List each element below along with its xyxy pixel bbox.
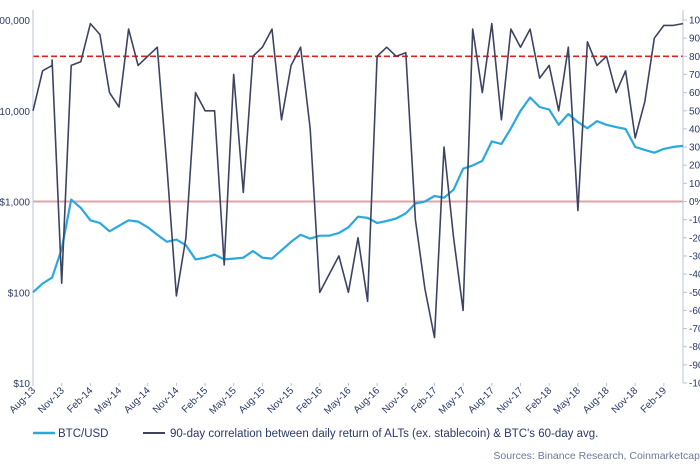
x-tick-label: Feb-19 [639, 385, 669, 415]
right-tick-label: 70% [689, 70, 700, 81]
axes [32, 10, 684, 383]
x-tick-label: Aug-15 [237, 385, 268, 416]
left-axis-ticks: $10 $100 $1,000 $10,000 $100,000 [0, 16, 30, 390]
right-tick-label: -10% [689, 215, 700, 226]
right-tick-label: 60% [689, 88, 700, 99]
x-tick-label: Aug-18 [581, 385, 612, 416]
right-tick-label: -70% [689, 324, 700, 335]
right-tick-label: 80% [689, 52, 700, 63]
x-tick-label: Feb-14 [65, 385, 95, 415]
series-layer [32, 22, 684, 339]
right-tick-label: 50% [689, 106, 700, 117]
btc-usd-line [32, 96, 684, 294]
right-tick-label: 40% [689, 124, 700, 135]
x-tick-label: Feb-18 [524, 385, 554, 415]
x-tick-label: Nov-17 [495, 385, 526, 416]
right-tick-label: -30% [689, 251, 700, 262]
right-tick-label: 90% [689, 34, 700, 45]
right-tick-label: -90% [689, 360, 700, 371]
left-tick-label: $100,000 [0, 16, 30, 27]
right-axis-ticks: 100% 90% 80% 70% 60% 50% 40% 30% 20% 10% 0% -10% -20… [683, 16, 700, 390]
x-tick-label: Aug-17 [466, 385, 497, 416]
left-tick-label: $1,000 [0, 198, 30, 209]
x-tick-label: May-15 [207, 385, 239, 417]
x-tick-label: May-16 [322, 385, 354, 417]
x-tick-label: Aug-16 [352, 385, 383, 416]
reference-lines [33, 55, 683, 203]
x-tick-label: May-17 [437, 385, 469, 417]
x-tick-label: Nov-13 [36, 385, 67, 416]
right-tick-label: 0% [689, 197, 700, 208]
legend-label-btc: BTC/USD [58, 428, 108, 440]
left-tick-label: $100 [8, 288, 31, 299]
right-tick-label: -40% [689, 270, 700, 281]
left-tick-label: $10,000 [0, 107, 30, 118]
x-tick-label: Aug-14 [122, 385, 153, 416]
x-tick-label: Feb-15 [180, 385, 210, 415]
x-tick-label: Nov-16 [380, 385, 411, 416]
right-tick-label: 100% [689, 16, 700, 27]
correlation-line [32, 22, 684, 339]
x-tick-label: Feb-16 [295, 385, 325, 415]
right-tick-label: -50% [689, 288, 700, 299]
legend-label-correlation: 90-day correlation between daily return … [170, 428, 598, 440]
x-tick-label: May-18 [552, 385, 584, 417]
right-tick-label: -80% [689, 342, 700, 353]
left-tick-label: $10 [13, 379, 30, 390]
right-tick-label: -60% [689, 306, 700, 317]
right-tick-label: 30% [689, 143, 700, 154]
right-tick-label: -20% [689, 233, 700, 244]
legend: BTC/USD 90-day correlation between daily… [33, 428, 598, 440]
x-tick-label: May-14 [93, 385, 125, 417]
right-tick-label: 20% [689, 161, 700, 172]
x-tick-label: Feb-17 [409, 385, 439, 415]
right-tick-label: -100% [689, 379, 700, 390]
x-tick-label: Nov-14 [151, 385, 182, 416]
source-note: Sources: Binance Research, Coinmarketcap [493, 450, 700, 462]
x-tick-label: Nov-18 [610, 385, 641, 416]
x-tick-label: Nov-15 [266, 385, 297, 416]
right-tick-label: 10% [689, 179, 700, 190]
x-axis-ticks: Aug-13Nov-13Feb-14May-14Aug-14Nov-14Feb-… [8, 383, 669, 417]
